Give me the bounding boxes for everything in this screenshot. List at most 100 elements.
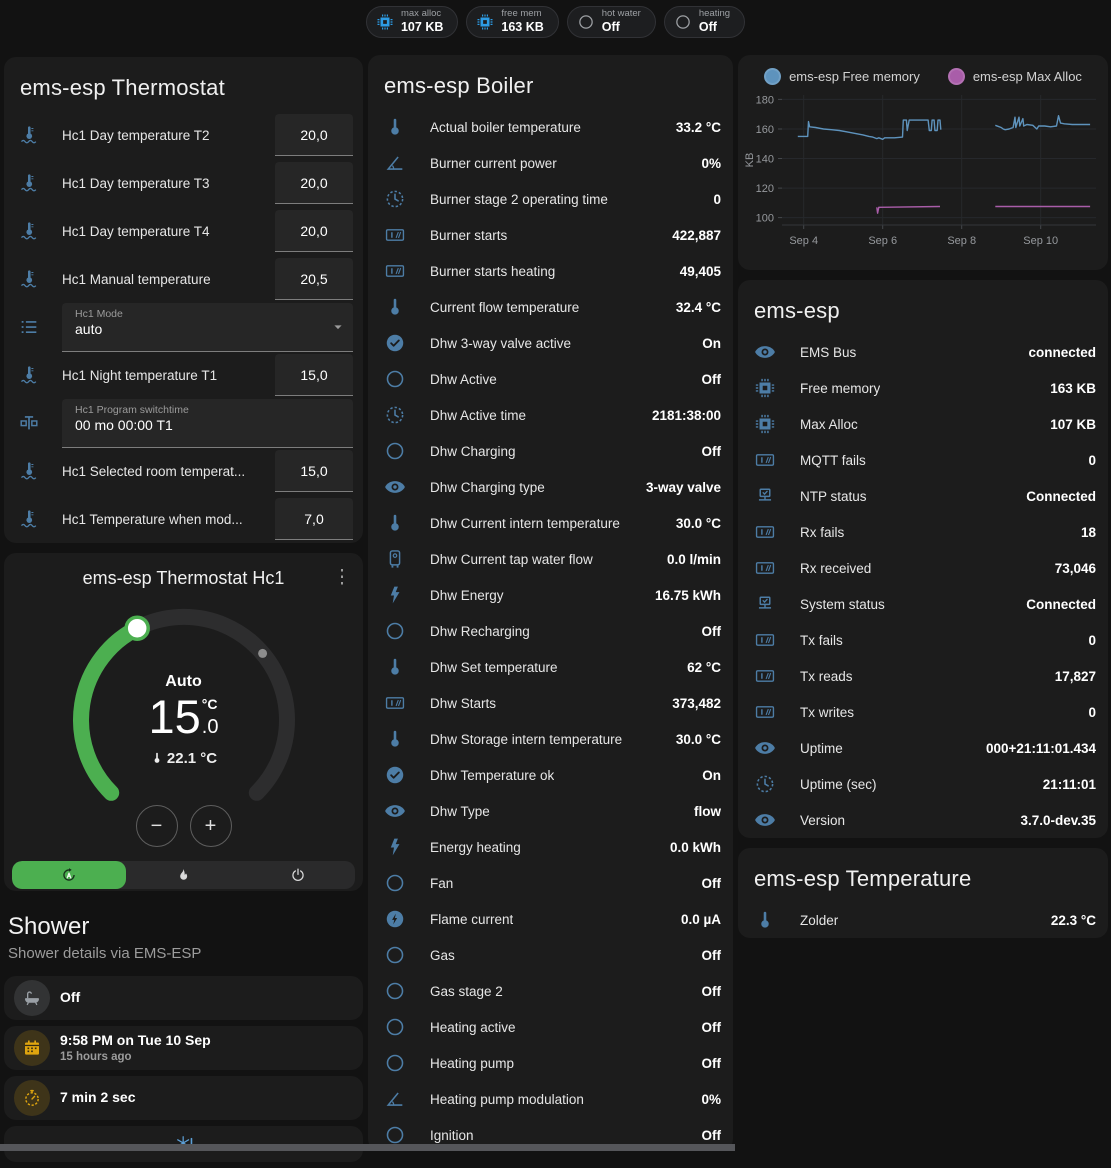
chip-max-alloc[interactable]: max alloc 107 KB bbox=[365, 6, 459, 38]
entity-row[interactable]: MQTT fails 0 bbox=[738, 442, 1108, 478]
memory-chart-card: ems-esp Free memory ems-esp Max Alloc 100… bbox=[738, 55, 1108, 270]
chip-heating[interactable]: heating Off bbox=[663, 6, 746, 38]
entity-row[interactable]: Gas stage 2 Off bbox=[368, 973, 733, 1009]
entity-name: Tx fails bbox=[800, 632, 843, 648]
entity-name: EMS Bus bbox=[800, 344, 857, 360]
entity-row[interactable]: Dhw Charging Off bbox=[368, 433, 733, 469]
entity-row[interactable]: Dhw Temperature ok On bbox=[368, 757, 733, 793]
entity-row[interactable]: Burner starts 422,887 bbox=[368, 217, 733, 253]
entity-row[interactable]: Dhw Active Off bbox=[368, 361, 733, 397]
network-icon bbox=[754, 485, 776, 507]
entity-row[interactable]: Uptime 000+21:11:01.434 bbox=[738, 730, 1108, 766]
entity-row[interactable]: Dhw Current intern temperature 30.0 °C bbox=[368, 505, 733, 541]
mode-select[interactable]: Hc1 Mode auto bbox=[62, 302, 353, 352]
entity-name: Dhw Energy bbox=[430, 587, 504, 603]
entity-row[interactable]: Flame current 0.0 µA bbox=[368, 901, 733, 937]
text-input[interactable]: Hc1 Program switchtime 00 mo 00:00 T1 bbox=[62, 398, 353, 448]
setting-row: Hc1 Day temperature T3 20,0 bbox=[4, 159, 363, 207]
entity-row[interactable]: Burner starts heating 49,405 bbox=[368, 253, 733, 289]
number-input[interactable]: 20,0 bbox=[275, 210, 353, 252]
legend-item[interactable]: ems-esp Free memory bbox=[764, 68, 920, 85]
entity-row[interactable]: Gas Off bbox=[368, 937, 733, 973]
entity-row[interactable]: System status Connected bbox=[738, 586, 1108, 622]
number-input[interactable]: 20,5 bbox=[275, 258, 353, 300]
entity-row[interactable]: Zolder 22.3 °C bbox=[738, 902, 1108, 938]
legend-label: ems-esp Max Alloc bbox=[972, 69, 1082, 84]
dial-handle[interactable] bbox=[123, 615, 150, 641]
entity-row[interactable]: Actual boiler temperature 33.2 °C bbox=[368, 109, 733, 145]
shower-tile-bath[interactable]: Off bbox=[4, 976, 363, 1020]
entity-state: 22.3 °C bbox=[1050, 912, 1096, 928]
entity-row[interactable]: Rx fails 18 bbox=[738, 514, 1108, 550]
entity-row[interactable]: Burner current power 0% bbox=[368, 145, 733, 181]
entity-row[interactable]: Dhw Current tap water flow 0.0 l/min bbox=[368, 541, 733, 577]
shower-tile-calendar[interactable]: 9:58 PM on Tue 10 Sep 15 hours ago bbox=[4, 1026, 363, 1070]
chip-label: heating bbox=[698, 8, 731, 20]
chip-icon bbox=[376, 13, 394, 31]
entity-name: Zolder bbox=[800, 912, 839, 928]
entity-name: Energy heating bbox=[430, 839, 521, 855]
entity-row[interactable]: Dhw Recharging Off bbox=[368, 613, 733, 649]
entity-row[interactable]: NTP status Connected bbox=[738, 478, 1108, 514]
flame-icon bbox=[175, 867, 191, 883]
entity-row[interactable]: Dhw 3-way valve active On bbox=[368, 325, 733, 361]
hvac-mode-automode-button[interactable] bbox=[12, 861, 127, 889]
entity-row[interactable]: Ignition Off bbox=[368, 1117, 733, 1151]
entity-row[interactable]: Burner stage 2 operating time 0 bbox=[368, 181, 733, 217]
entity-row[interactable]: Tx fails 0 bbox=[738, 622, 1108, 658]
number-input[interactable]: 20,0 bbox=[275, 162, 353, 204]
shower-tile-timer[interactable]: 7 min 2 sec bbox=[4, 1076, 363, 1120]
entity-row[interactable]: Heating pump Off bbox=[368, 1045, 733, 1081]
entity-row[interactable]: Dhw Starts 373,482 bbox=[368, 685, 733, 721]
entity-row[interactable]: Dhw Type flow bbox=[368, 793, 733, 829]
entity-row[interactable]: Dhw Charging type 3-way valve bbox=[368, 469, 733, 505]
entity-name: Dhw Charging type bbox=[430, 479, 545, 495]
temp-increase-button[interactable]: + bbox=[189, 805, 232, 847]
entity-row[interactable]: EMS Bus connected bbox=[738, 334, 1108, 370]
number-input[interactable]: 15,0 bbox=[275, 450, 353, 492]
target-temp-whole: 15 bbox=[148, 690, 201, 744]
entity-row[interactable]: Max Alloc 107 KB bbox=[738, 406, 1108, 442]
number-input[interactable]: 20,0 bbox=[275, 114, 353, 156]
entity-row[interactable]: Dhw Set temperature 62 °C bbox=[368, 649, 733, 685]
tile-secondary: 15 hours ago bbox=[60, 1050, 132, 1063]
entity-row[interactable]: Tx reads 17,827 bbox=[738, 658, 1108, 694]
more-options-button[interactable]: ⋮ bbox=[332, 567, 352, 588]
temp-decrease-button[interactable]: − bbox=[135, 805, 178, 847]
automode-icon bbox=[61, 867, 77, 883]
current-temp-value: 22.1 °C bbox=[166, 749, 218, 767]
hvac-mode-power-button[interactable] bbox=[241, 861, 355, 889]
boiler-icon bbox=[384, 548, 406, 570]
entity-row[interactable]: Free memory 163 KB bbox=[738, 370, 1108, 406]
number-input[interactable]: 15,0 bbox=[275, 354, 353, 396]
entity-row[interactable]: Tx writes 0 bbox=[738, 694, 1108, 730]
eye-icon bbox=[754, 341, 776, 363]
setting-label: Hc1 Day temperature T2 bbox=[62, 127, 210, 143]
svg-text:KB: KB bbox=[744, 153, 756, 168]
entity-row[interactable]: Version 3.7.0-dev.35 bbox=[738, 802, 1108, 838]
circle-icon bbox=[384, 440, 406, 462]
entity-row[interactable]: Rx received 73,046 bbox=[738, 550, 1108, 586]
entity-row[interactable]: Heating active Off bbox=[368, 1009, 733, 1045]
thermostat-dial-area: Auto 15 °C .0 22.1 °C bbox=[59, 595, 309, 845]
thermo-water-icon bbox=[18, 508, 40, 530]
entity-row[interactable]: Dhw Energy 16.75 kWh bbox=[368, 577, 733, 613]
chip-hot-water[interactable]: hot water Off bbox=[566, 6, 656, 38]
circle-icon bbox=[384, 1052, 406, 1074]
entity-name: Flame current bbox=[430, 911, 514, 927]
entity-row[interactable]: Fan Off bbox=[368, 865, 733, 901]
entity-name: MQTT fails bbox=[800, 452, 866, 468]
hvac-mode-flame-button[interactable] bbox=[126, 861, 240, 889]
thermometer-icon bbox=[384, 296, 406, 318]
number-input[interactable]: 7,0 bbox=[275, 498, 353, 540]
entity-row[interactable]: Energy heating 0.0 kWh bbox=[368, 829, 733, 865]
chip-free-mem[interactable]: free mem 163 KB bbox=[466, 6, 559, 38]
legend-item[interactable]: ems-esp Max Alloc bbox=[947, 68, 1082, 85]
entity-row[interactable]: Heating pump modulation 0% bbox=[368, 1081, 733, 1117]
entity-row[interactable]: Current flow temperature 32.4 °C bbox=[368, 289, 733, 325]
entity-name: Current flow temperature bbox=[430, 299, 580, 315]
svg-text:180: 180 bbox=[756, 94, 774, 106]
entity-row[interactable]: Dhw Active time 2181:38:00 bbox=[368, 397, 733, 433]
entity-row[interactable]: Dhw Storage intern temperature 30.0 °C bbox=[368, 721, 733, 757]
entity-row[interactable]: Uptime (sec) 21:11:01 bbox=[738, 766, 1108, 802]
